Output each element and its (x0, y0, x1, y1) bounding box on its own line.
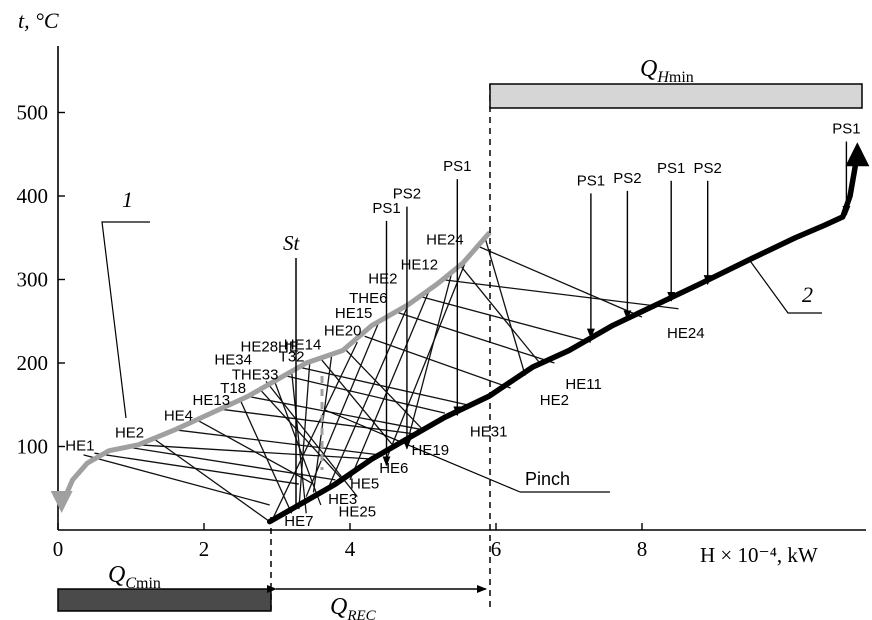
exchanger-line (284, 374, 446, 414)
hot-stream-labels: HE1HE2HE4HE13T18THE33HE34HE28HET32HE14HE… (65, 231, 463, 454)
hot-stream-exchanger-label: HE14 (284, 337, 322, 354)
exchanger-line (419, 295, 592, 343)
exchanger-line (477, 245, 643, 318)
x-tick-label: 2 (199, 537, 210, 561)
curve-2-leader (747, 257, 822, 314)
exchanger-line (83, 454, 270, 506)
cold-stream-exchanger-label: HE25 (339, 504, 377, 521)
curve-1-leader (101, 221, 150, 419)
x-tick-label: 8 (637, 537, 648, 561)
hot-stream-exchanger-label: T18 (220, 380, 246, 397)
utility-arrow-label: PS1 (443, 158, 471, 175)
cold-stream-exchanger-label: HE5 (350, 475, 379, 492)
cold-stream-exchanger-label: HE11 (565, 376, 601, 393)
hot-stream-exchanger-label: HE24 (426, 231, 464, 248)
cold-stream-exchanger-label: HE6 (379, 460, 408, 477)
q-h-min-label: QHmin (640, 56, 694, 86)
hot-stream-exchanger-label: HE13 (193, 392, 231, 409)
utility-arrow-label: PS2 (613, 170, 641, 187)
exchanger-line (298, 361, 311, 510)
cold-stream-exchanger-label: HE19 (412, 442, 450, 459)
y-tick-label: 200 (17, 351, 49, 375)
x-ticks: 0 2 4 6 8 (53, 523, 648, 561)
x-tick-label: 4 (345, 537, 356, 561)
exchanger-line (458, 264, 541, 364)
x-axis-label: H × 10⁻⁴, kW (700, 543, 818, 567)
utility-arrow-label: PS1 (577, 172, 605, 189)
st-label: St (283, 231, 301, 255)
hot-stream-exchanger-label: T32 (279, 348, 305, 365)
y-tick-label: 100 (17, 435, 49, 459)
exchanger-line (349, 287, 431, 481)
q-c-min-bar (57, 588, 272, 612)
exchanger-line (393, 310, 555, 364)
exchanger-line (305, 321, 380, 497)
cold-stream-exchanger-label: HE3 (328, 491, 357, 508)
cold-stream-exchanger-label: HE7 (284, 513, 313, 530)
cold-stream-exchanger-label: HE2 (540, 392, 569, 409)
cold-stream-exchanger-label: HE24 (667, 325, 705, 342)
pinch-label: Pinch (525, 469, 570, 489)
cold-stream-exchanger-label: HE31 (470, 423, 508, 440)
curve-2-label: 2 (802, 282, 813, 307)
exchanger-line (298, 366, 467, 406)
exchanger-line (272, 377, 322, 506)
q-h-min-bar (489, 83, 863, 109)
exchanger-line (272, 341, 358, 518)
pinch-leader-line (324, 409, 521, 493)
exchanger-line (247, 395, 424, 431)
exchanger-line (312, 354, 333, 493)
hot-stream-exchanger-label: HE12 (401, 256, 439, 273)
exchanger-line (441, 278, 679, 310)
hot-stream-exchanger-label: HE15 (335, 305, 373, 322)
x-tick-label: 0 (53, 537, 64, 561)
exchanger-line (364, 335, 511, 389)
curve-1-label: 1 (122, 187, 133, 212)
exchanger-line (218, 408, 416, 435)
exchanger-line (258, 387, 344, 481)
series-2-arrowhead (845, 142, 870, 167)
utility-arrow-label: PS1 (657, 160, 685, 177)
utility-arrow-label: PS2 (393, 186, 421, 203)
exchanger-line (290, 371, 307, 514)
utility-arrow-label: PS1 (372, 200, 400, 217)
hot-stream-exchanger-label: HE34 (214, 352, 252, 369)
hot-stream-exchanger-label: HE2 (368, 271, 397, 288)
hot-stream-exchanger-label: HE2 (115, 424, 144, 441)
utility-arrow-label: PS2 (694, 160, 722, 177)
hot-stream-exchanger-label: THE33 (232, 367, 279, 384)
y-tick-label: 400 (17, 184, 49, 208)
exchanger-line (239, 400, 293, 514)
hot-stream-exchanger-label: HE4 (164, 408, 193, 425)
q-rec-label: QREC (330, 594, 377, 620)
hot-stream-exchanger-label: HE1 (65, 438, 94, 455)
exchanger-line (320, 358, 395, 447)
exchanger-line (327, 304, 409, 489)
series-1-line (59, 231, 492, 508)
series-1-arrowhead (50, 490, 73, 513)
exchanger-line (123, 445, 336, 481)
exchanger-line (385, 258, 468, 460)
exchanger-line (152, 437, 271, 523)
exchanger-line (484, 237, 526, 376)
q-c-min-label: QCmin (108, 562, 161, 592)
exchanger-line (94, 452, 299, 485)
y-axis-label: t, °C (18, 8, 59, 33)
y-tick-label: 500 (17, 101, 49, 125)
exchanger-line (345, 350, 424, 431)
hot-stream-exchanger-label: THE6 (349, 290, 387, 307)
hot-stream-exchanger-label: HE20 (324, 322, 362, 339)
exchanger-line (407, 270, 453, 439)
y-ticks: 100 200 300 400 500 (17, 101, 65, 459)
utility-arrow-label: PS1 (832, 121, 860, 138)
x-tick-label: 6 (491, 537, 502, 561)
hot-stream-exchanger-label: HE28HE (241, 338, 299, 355)
y-tick-label: 300 (17, 268, 49, 292)
